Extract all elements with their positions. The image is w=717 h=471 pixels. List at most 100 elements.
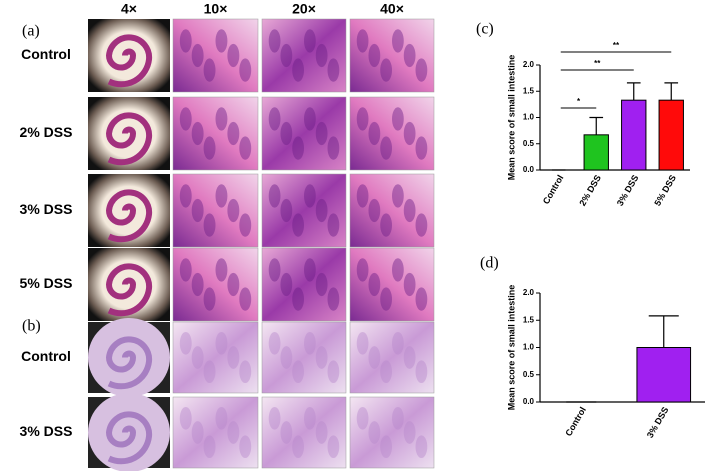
bar <box>621 99 647 171</box>
cell-cluster <box>179 331 192 355</box>
cell-cluster <box>191 43 204 68</box>
x-tick-label: 3% DSS <box>645 405 671 439</box>
cell-cluster <box>179 107 192 131</box>
image-bg <box>261 18 347 93</box>
error-bar <box>664 82 679 101</box>
cell-cluster <box>403 272 416 297</box>
image-bg <box>261 321 347 394</box>
bar <box>658 99 684 171</box>
image-bg <box>88 248 170 321</box>
cell-cluster <box>215 107 228 131</box>
cell-cluster <box>203 360 216 384</box>
micrograph <box>172 96 259 171</box>
y-tick-label: 0.5 <box>523 139 535 148</box>
micrograph <box>261 96 347 171</box>
y-tick-label: 2.0 <box>523 60 535 69</box>
cell-cluster <box>203 213 216 237</box>
cell-cluster <box>179 258 192 282</box>
image-bg <box>88 97 170 170</box>
cell-cluster <box>380 360 392 384</box>
micrograph <box>172 321 259 394</box>
tissue <box>105 336 153 390</box>
micrograph <box>88 318 170 397</box>
y-tick-label: 1.5 <box>523 86 535 95</box>
cell-cluster <box>415 58 428 82</box>
cell-cluster <box>280 421 293 444</box>
cell-cluster <box>403 198 416 223</box>
cell-cluster <box>268 29 281 53</box>
cell-cluster <box>304 258 316 282</box>
cell-cluster <box>268 406 281 430</box>
cell-cluster <box>380 287 392 311</box>
cell-cluster <box>227 272 240 297</box>
cell-cluster <box>304 184 316 208</box>
cell-cluster <box>239 58 252 82</box>
cell-cluster <box>327 287 340 311</box>
error-bar <box>589 116 604 135</box>
x-tick-label: Control <box>563 405 588 438</box>
cell-cluster <box>280 121 293 146</box>
micrograph <box>349 18 435 93</box>
cell-cluster <box>292 287 304 311</box>
cell-cluster <box>215 331 228 355</box>
cell-cluster <box>179 29 192 53</box>
error-bar <box>648 315 679 348</box>
image-bg <box>349 96 435 171</box>
panel-label: (c) <box>476 21 494 38</box>
micrograph <box>172 396 259 469</box>
panel-label: (d) <box>480 255 499 272</box>
image-bg <box>349 247 435 322</box>
image-bg <box>261 173 347 248</box>
cell-cluster <box>315 272 328 297</box>
image-bg <box>349 18 435 93</box>
cell-cluster <box>315 421 328 444</box>
cell-cluster <box>292 136 304 160</box>
cell-cluster <box>203 58 216 82</box>
x-tick-label: Control <box>541 173 566 206</box>
image-bg <box>261 396 347 469</box>
cell-cluster <box>304 107 316 131</box>
cell-cluster <box>268 184 281 208</box>
cell-cluster <box>239 435 252 459</box>
bar <box>583 134 609 171</box>
y-tick-label: 0.0 <box>523 397 535 406</box>
cell-cluster <box>315 198 328 223</box>
cell-cluster <box>368 121 381 146</box>
cell-cluster <box>179 184 192 208</box>
cell-cluster <box>292 435 304 459</box>
y-tick-label: 2.0 <box>523 288 535 297</box>
image-bg <box>172 247 259 322</box>
cell-cluster <box>392 107 404 131</box>
cell-cluster <box>227 198 240 223</box>
cell-cluster <box>203 435 216 459</box>
column-header: 4× <box>121 1 137 17</box>
cell-cluster <box>327 435 340 459</box>
y-tick-label: 1.0 <box>523 113 535 122</box>
micrograph <box>349 396 435 469</box>
tissue <box>105 411 153 465</box>
cell-cluster <box>315 121 328 146</box>
micrograph <box>88 97 170 170</box>
cell-cluster <box>191 421 204 444</box>
image-bg <box>349 396 435 469</box>
image-bg <box>172 173 259 248</box>
micrograph <box>349 321 435 394</box>
y-tick-label: 1.5 <box>523 315 535 324</box>
cell-cluster <box>179 406 192 430</box>
cell-cluster <box>356 107 369 131</box>
cell-cluster <box>356 184 369 208</box>
cell-cluster <box>392 29 404 53</box>
cell-cluster <box>368 198 381 223</box>
image-bg <box>349 173 435 248</box>
micrograph <box>172 18 259 93</box>
cell-cluster <box>280 272 293 297</box>
micrograph <box>172 173 259 248</box>
image-bg <box>88 393 170 471</box>
cell-cluster <box>239 287 252 311</box>
tissue <box>105 112 153 166</box>
cell-cluster <box>304 406 316 430</box>
cell-cluster <box>403 421 416 444</box>
cell-cluster <box>368 272 381 297</box>
micrograph <box>88 174 170 247</box>
